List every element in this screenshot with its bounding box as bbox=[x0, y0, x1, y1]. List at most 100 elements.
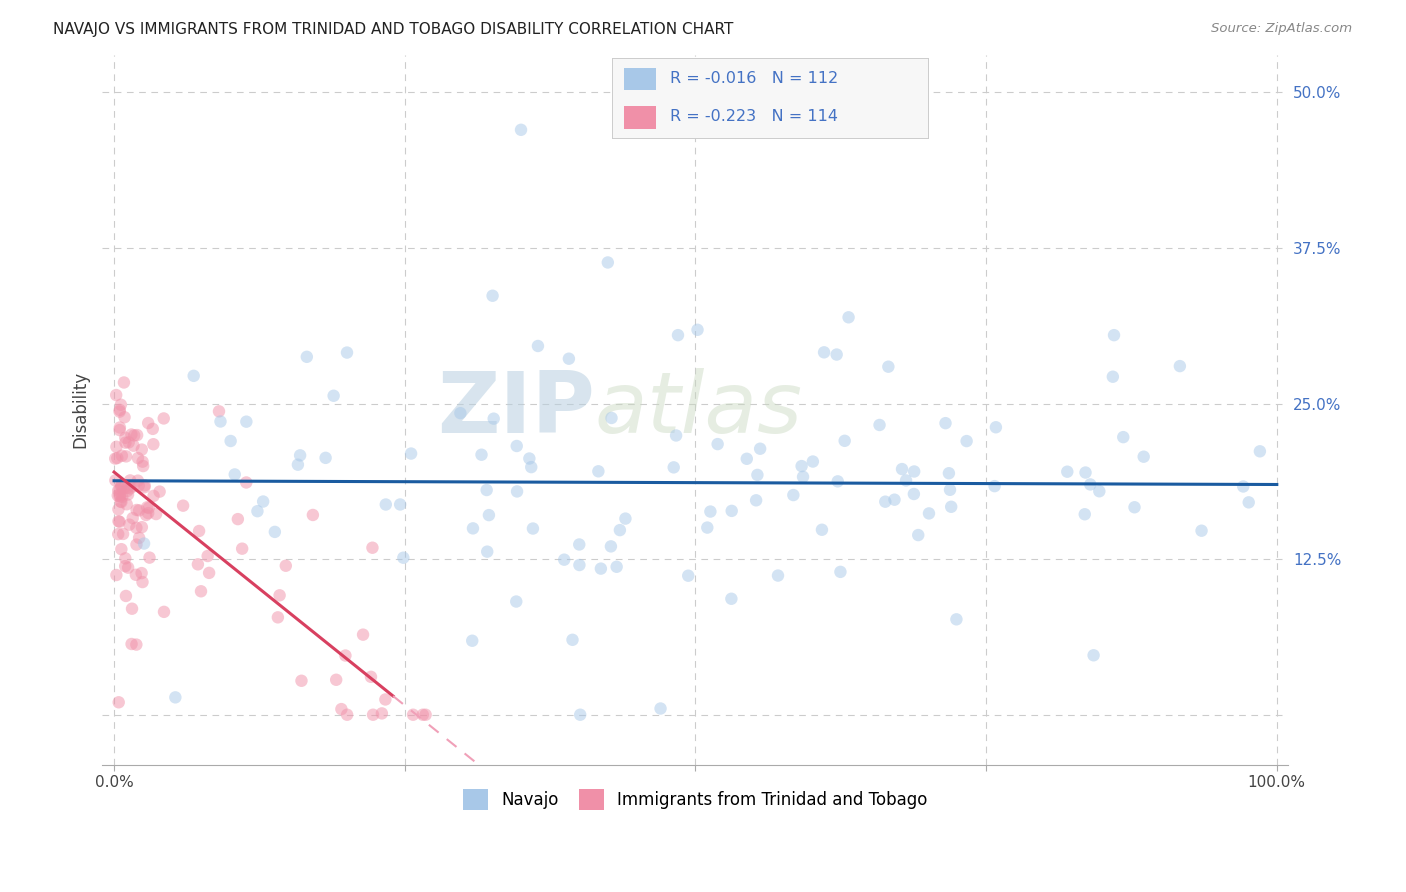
Point bbox=[520, 460, 543, 475]
Point bbox=[1056, 465, 1078, 479]
Point bbox=[1074, 466, 1097, 480]
Point bbox=[449, 406, 471, 420]
Point bbox=[125, 521, 148, 535]
Point bbox=[246, 504, 269, 518]
Point bbox=[461, 521, 484, 535]
Point bbox=[108, 423, 131, 437]
Point bbox=[877, 359, 900, 374]
Point bbox=[152, 411, 174, 425]
Point bbox=[792, 470, 814, 484]
Point bbox=[1074, 508, 1097, 522]
Point bbox=[112, 376, 135, 390]
Point bbox=[1191, 524, 1213, 538]
Point bbox=[1083, 648, 1105, 663]
Point bbox=[190, 584, 212, 599]
Point bbox=[609, 523, 631, 537]
Point bbox=[934, 416, 956, 430]
Point bbox=[235, 415, 257, 429]
Point bbox=[125, 538, 148, 552]
Point bbox=[104, 474, 127, 488]
Point bbox=[686, 323, 709, 337]
Point bbox=[302, 508, 325, 522]
Point bbox=[600, 411, 623, 425]
Point bbox=[153, 605, 176, 619]
Point bbox=[105, 450, 128, 465]
Point bbox=[110, 495, 132, 509]
Point bbox=[891, 462, 914, 476]
Point bbox=[108, 515, 131, 529]
Point bbox=[735, 451, 758, 466]
Point bbox=[766, 568, 789, 582]
Point bbox=[131, 575, 153, 590]
Text: R = -0.016   N = 112: R = -0.016 N = 112 bbox=[671, 71, 838, 86]
Point bbox=[894, 474, 917, 488]
Point bbox=[115, 481, 138, 495]
Point bbox=[745, 493, 768, 508]
Point bbox=[596, 255, 619, 269]
Point bbox=[149, 484, 172, 499]
Point bbox=[699, 504, 721, 518]
Point bbox=[945, 612, 967, 626]
Point bbox=[108, 404, 131, 418]
Point bbox=[132, 458, 155, 473]
Point bbox=[336, 707, 359, 722]
Point bbox=[187, 558, 209, 572]
Point bbox=[510, 123, 533, 137]
Point bbox=[830, 565, 852, 579]
Point bbox=[122, 428, 145, 442]
Point bbox=[118, 517, 141, 532]
Point bbox=[107, 695, 129, 709]
Point bbox=[226, 512, 249, 526]
Point bbox=[676, 568, 699, 582]
Point bbox=[402, 707, 425, 722]
Point bbox=[506, 484, 529, 499]
Point bbox=[662, 460, 685, 475]
Point bbox=[110, 494, 132, 508]
Point bbox=[118, 435, 141, 450]
Point bbox=[131, 566, 153, 580]
Point bbox=[907, 528, 929, 542]
Point bbox=[267, 610, 290, 624]
Point bbox=[142, 422, 165, 436]
Point bbox=[475, 483, 498, 497]
Point bbox=[121, 637, 143, 651]
Text: ZIP: ZIP bbox=[437, 368, 595, 451]
Point bbox=[706, 437, 728, 451]
Point bbox=[114, 435, 136, 450]
Point bbox=[553, 552, 575, 566]
Point bbox=[527, 339, 550, 353]
Point bbox=[782, 488, 804, 502]
Point bbox=[399, 446, 422, 460]
Point bbox=[519, 451, 541, 466]
Point bbox=[122, 439, 145, 453]
Point bbox=[114, 551, 136, 566]
Point bbox=[790, 459, 813, 474]
Point bbox=[105, 440, 128, 454]
Point bbox=[1112, 430, 1135, 444]
Point bbox=[1249, 444, 1271, 458]
Point bbox=[295, 350, 318, 364]
Point bbox=[136, 416, 159, 430]
Y-axis label: Disability: Disability bbox=[72, 371, 89, 449]
Point bbox=[415, 707, 437, 722]
Point bbox=[231, 541, 253, 556]
Point bbox=[274, 558, 297, 573]
Point bbox=[108, 403, 131, 417]
Point bbox=[470, 448, 492, 462]
Point bbox=[696, 520, 718, 534]
Point bbox=[903, 487, 925, 501]
Point bbox=[142, 437, 165, 451]
Point bbox=[614, 511, 637, 525]
Point bbox=[1237, 495, 1260, 509]
Point bbox=[983, 479, 1005, 493]
Point bbox=[481, 289, 503, 303]
Point bbox=[108, 482, 131, 496]
Point bbox=[600, 540, 623, 554]
Point bbox=[330, 702, 353, 716]
Point bbox=[322, 389, 344, 403]
Point bbox=[127, 428, 149, 442]
Point bbox=[120, 427, 142, 442]
Point bbox=[131, 520, 153, 534]
Point bbox=[114, 559, 136, 574]
Legend: Navajo, Immigrants from Trinidad and Tobago: Navajo, Immigrants from Trinidad and Tob… bbox=[457, 783, 935, 816]
